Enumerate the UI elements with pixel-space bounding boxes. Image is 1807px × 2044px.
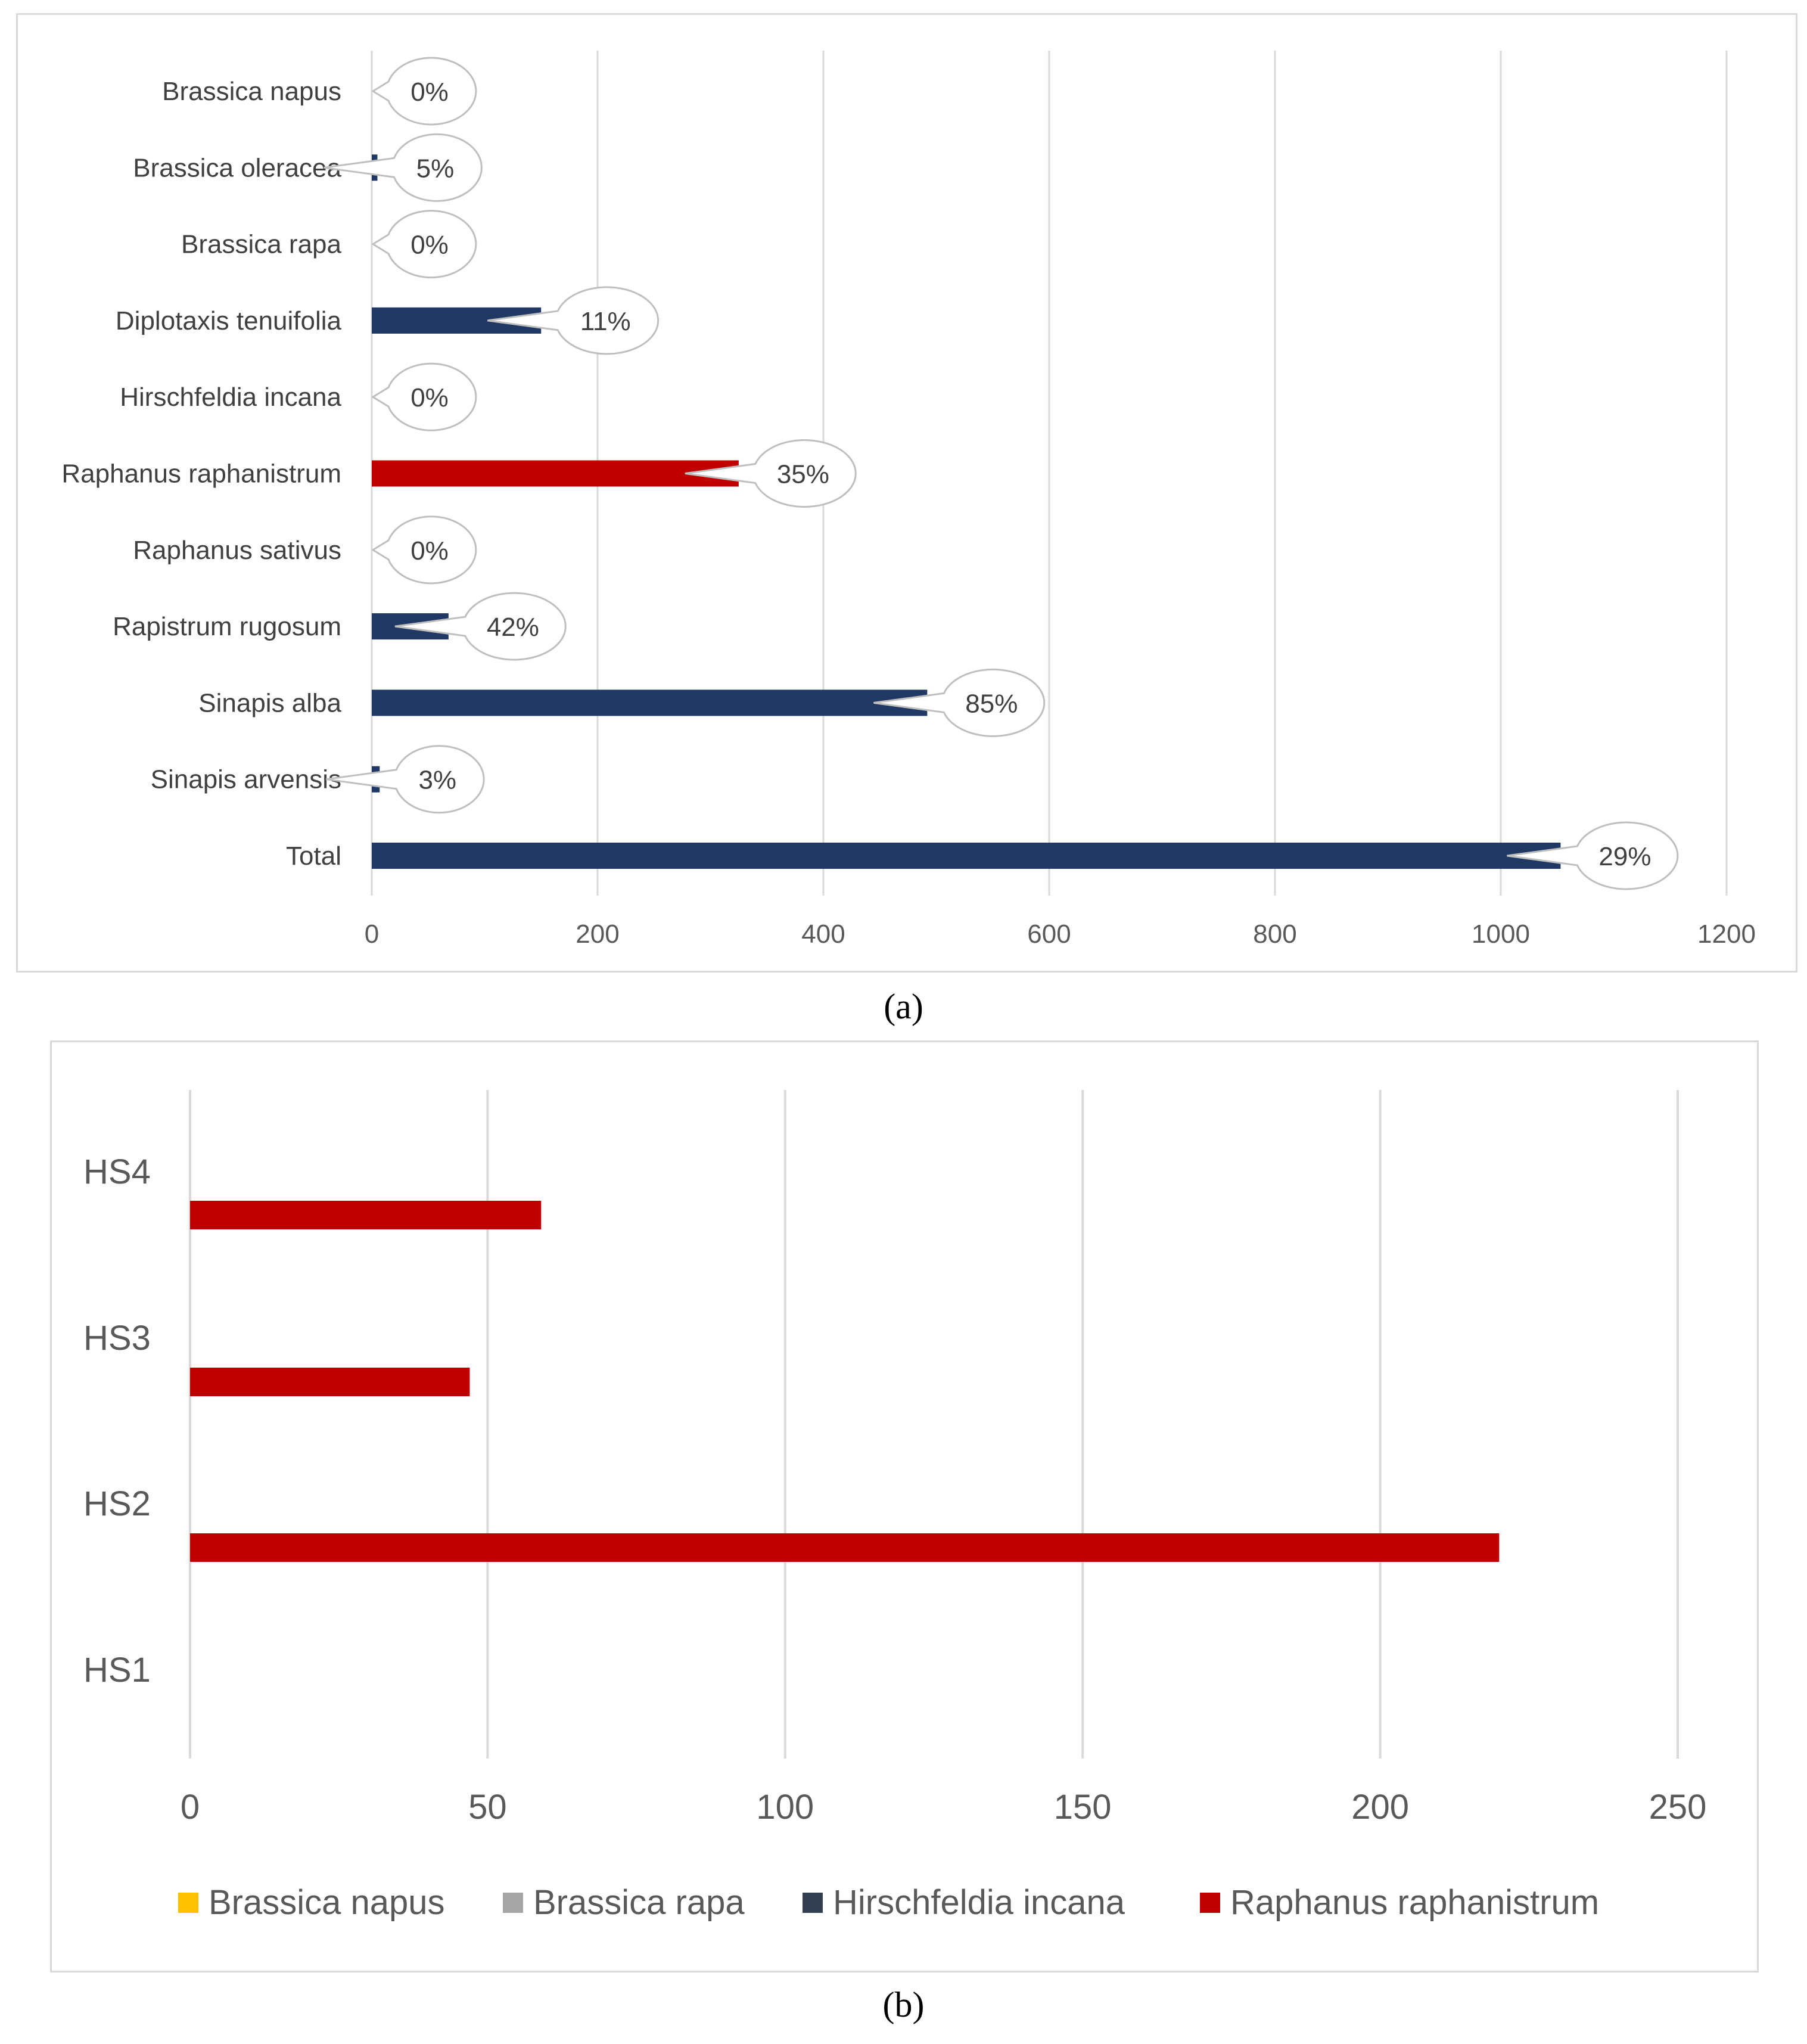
- x-tick-label: 50: [468, 1788, 507, 1826]
- legend-label: Raphanus raphanistrum: [1230, 1883, 1599, 1922]
- category-label: Brassica napus: [162, 77, 341, 106]
- x-tick-label: 0: [365, 920, 379, 949]
- data-label: 85%: [965, 689, 1018, 718]
- category-label: Raphanus sativus: [133, 536, 341, 565]
- category-label: Brassica oleracea: [133, 153, 341, 182]
- callout-bubble: [371, 57, 477, 126]
- data-label: 0%: [410, 383, 449, 412]
- bar-chart-b: 0 50 100 150 200 250 HS4 HS3 HS2 HS1 Brassica napu…: [83, 1090, 1707, 1922]
- x-tick-label: 400: [801, 920, 845, 949]
- legend-swatch: [178, 1893, 198, 1913]
- data-label-callout: 35%: [685, 439, 857, 508]
- data-label: 0%: [410, 77, 449, 107]
- data-label-callout: 85%: [873, 668, 1046, 737]
- x-tick-label: 100: [756, 1788, 814, 1826]
- category-label: Diplotaxis tenuifolia: [116, 306, 342, 336]
- category-label: Brassica rapa: [181, 230, 342, 259]
- callout-bubble: [487, 286, 660, 355]
- legend-swatch: [1200, 1893, 1220, 1913]
- x-tick-label: 800: [1253, 920, 1296, 949]
- callout-bubble: [326, 745, 485, 814]
- data-label-callout: 0%: [371, 57, 477, 126]
- data-label: 35%: [777, 460, 829, 489]
- legend: Brassica napus Brassica rapa Hirschfeldia …: [178, 1883, 1599, 1922]
- callout-bubble: [371, 515, 477, 585]
- x-tick-label: 200: [1351, 1788, 1409, 1826]
- callout-bubble: [1507, 821, 1679, 890]
- data-label-callout: 3%: [326, 745, 485, 814]
- chart-panel-b: 0 50 100 150 200 250 HS4 HS3 HS2 HS1 Brassica napu…: [50, 1040, 1759, 1972]
- data-label: 29%: [1598, 842, 1651, 871]
- legend-label: Brassica rapa: [533, 1883, 745, 1922]
- data-label-callout: 11%: [487, 286, 660, 355]
- legend-label: Hirschfeldia incana: [833, 1883, 1125, 1922]
- x-tick-label: 600: [1027, 920, 1071, 949]
- category-label: Raphanus raphanistrum: [61, 459, 341, 489]
- data-label-callout: 42%: [394, 592, 567, 661]
- x-tick-label: 200: [576, 920, 619, 949]
- legend-label: Brassica napus: [209, 1883, 445, 1922]
- category-label: Sinapis alba: [198, 688, 341, 717]
- data-label-callout: 0%: [371, 515, 477, 585]
- bar: [190, 1533, 1500, 1562]
- data-label: 0%: [410, 536, 449, 566]
- bar: [190, 1201, 542, 1229]
- category-label: HS4: [83, 1153, 151, 1191]
- caption-b: (b): [882, 1985, 925, 2024]
- category-label: HS3: [83, 1319, 151, 1358]
- bar: [372, 843, 1561, 869]
- data-label-callout: 5%: [324, 133, 483, 202]
- data-label-callout: 0%: [371, 362, 477, 431]
- x-tick-label: 250: [1649, 1788, 1707, 1826]
- data-label: 0%: [410, 231, 449, 260]
- data-label: 3%: [418, 766, 456, 795]
- category-label: HS2: [83, 1484, 151, 1523]
- data-label-callout: 0%: [371, 210, 477, 279]
- callout-bubble: [394, 592, 567, 661]
- legend-swatch: [803, 1893, 823, 1913]
- category-label: HS1: [83, 1651, 151, 1689]
- bar: [190, 1368, 470, 1396]
- caption-a: (a): [884, 987, 923, 1026]
- x-tick-label: 1200: [1697, 920, 1756, 949]
- data-label: 5%: [416, 154, 455, 183]
- callout-bubble: [873, 668, 1046, 737]
- bar-chart-a: 0 200 400 600 800 1000 1200 Brassica napus 0% Bra…: [61, 51, 1756, 949]
- callout-bubble: [324, 133, 483, 202]
- callout-bubble: [685, 439, 857, 508]
- x-tick-label: 150: [1054, 1788, 1112, 1826]
- legend-swatch: [503, 1893, 523, 1913]
- callout-bubble: [371, 210, 477, 279]
- category-label: Total: [286, 841, 341, 871]
- data-label: 42%: [487, 613, 539, 642]
- category-label: Sinapis arvensis: [151, 765, 341, 794]
- category-label: Rapistrum rugosum: [113, 612, 341, 641]
- x-tick-label: 0: [181, 1788, 200, 1826]
- data-label-callout: 29%: [1507, 821, 1679, 890]
- bar: [372, 689, 928, 716]
- callout-bubble: [371, 362, 477, 431]
- chart-panel-a: 0 200 400 600 800 1000 1200 Brassica napus 0% Bra…: [16, 13, 1797, 973]
- bar: [372, 460, 739, 487]
- category-label: Hirschfeldia incana: [120, 383, 341, 412]
- x-tick-label: 1000: [1472, 920, 1530, 949]
- data-label: 11%: [580, 307, 631, 336]
